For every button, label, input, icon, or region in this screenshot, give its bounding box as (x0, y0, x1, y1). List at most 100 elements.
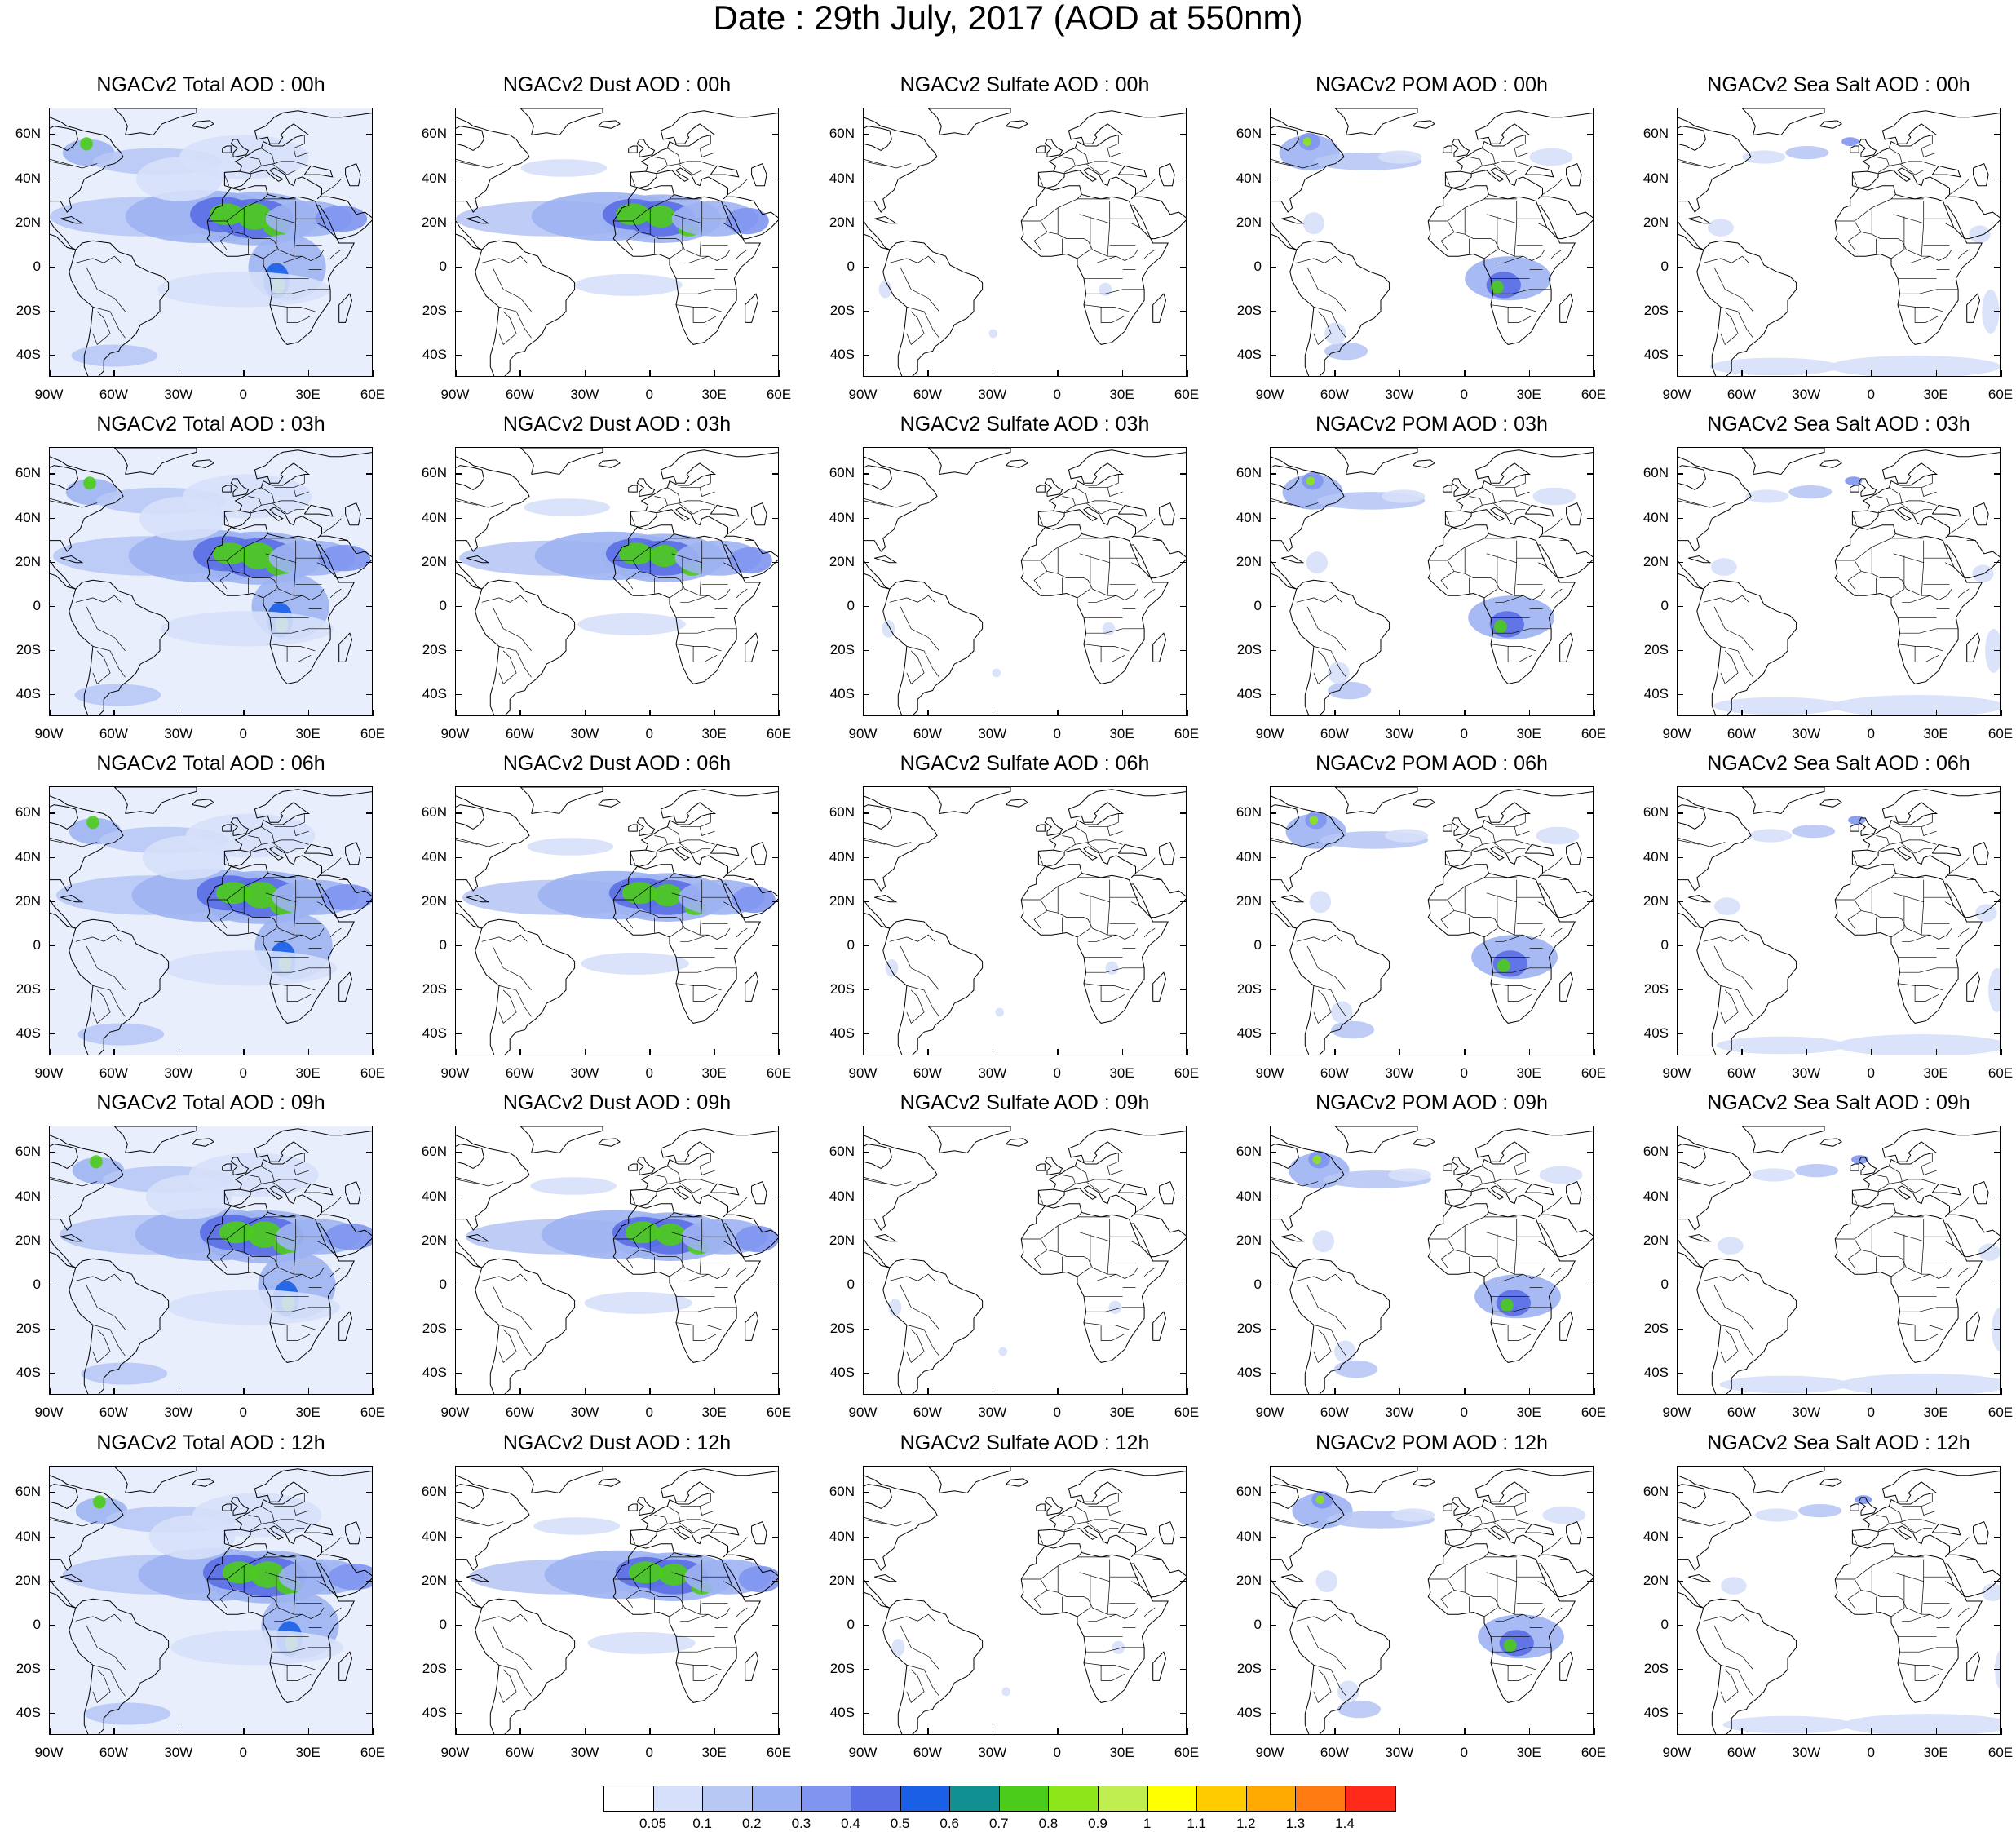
coastline (345, 162, 361, 187)
lon-tick-label: 60E (360, 1065, 386, 1081)
country-border (1033, 1590, 1048, 1609)
aod-contour (74, 684, 161, 706)
lon-tick-mark (779, 1049, 780, 1055)
coastline (1470, 167, 1543, 200)
country-border (906, 646, 939, 678)
lat-tick-label: 20S (15, 1320, 41, 1336)
lat-tick-mark (1180, 693, 1187, 696)
country-border (50, 1519, 72, 1524)
lat-tick-label: 40N (829, 1528, 855, 1544)
country-border (1542, 179, 1563, 195)
coastline (519, 448, 603, 476)
country-border (1447, 533, 1489, 561)
aod-contour (244, 882, 279, 909)
lat-tick-mark (1677, 517, 1683, 520)
coastline (1559, 1311, 1574, 1341)
aod-contour (1719, 1375, 1850, 1394)
country-border (1143, 249, 1156, 259)
lon-tick-mark (307, 1049, 310, 1055)
country-border (1271, 161, 1293, 166)
lon-tick-label: 30E (1109, 1405, 1134, 1420)
country-border (317, 1241, 326, 1246)
country-border (699, 562, 703, 596)
coastline (882, 1258, 984, 1394)
coastline (1271, 560, 1298, 590)
lat-tick-label: 40S (1236, 346, 1262, 362)
lat-tick-label: 0 (1253, 597, 1262, 613)
country-border (75, 1613, 122, 1622)
coastline (1973, 1520, 1989, 1545)
coastline (1834, 1543, 1983, 1703)
lat-tick-mark (1270, 649, 1276, 652)
lon-tick-label: 60E (1174, 387, 1200, 402)
lat-tick-mark (49, 1284, 55, 1286)
lat-tick-label: 20N (1642, 1572, 1669, 1588)
lon-tick-mark (1399, 1728, 1401, 1735)
country-border (1897, 644, 1943, 652)
lat-tick-mark (366, 517, 373, 520)
coastline (1858, 139, 1877, 157)
lat-tick-mark (366, 1624, 373, 1626)
country-border (1678, 1516, 1726, 1527)
lon-tick-label: 30W (164, 726, 193, 741)
country-border (1949, 1197, 1970, 1213)
country-border (219, 1590, 234, 1609)
lon-tick-label: 30E (701, 726, 727, 741)
coastline (1271, 1475, 1345, 1571)
lon-tick-mark (779, 370, 780, 377)
country-border (1271, 158, 1319, 169)
lat-tick-mark (1994, 1196, 2001, 1198)
lon-tick-label: 90W (440, 1405, 470, 1420)
lat-tick-label: 20N (829, 553, 855, 569)
lat-tick-mark (1587, 989, 1594, 991)
lat-tick-label: 60N (1642, 1144, 1669, 1160)
lat-tick-mark (863, 310, 869, 312)
country-border (1131, 1241, 1140, 1246)
lat-tick-mark (49, 1240, 55, 1242)
lat-tick-label: 20S (1643, 980, 1669, 997)
country-border (1306, 1625, 1346, 1670)
aod-contour (71, 344, 158, 367)
coastline (303, 504, 334, 517)
coastline (317, 1554, 372, 1598)
lat-tick-mark (1180, 1668, 1187, 1670)
country-border (630, 513, 636, 525)
country-border (92, 311, 111, 345)
coastline (1470, 507, 1543, 539)
lat-tick-label: 40S (829, 1024, 855, 1041)
map-panel: NGACv2 POM AOD : 03h 60N 40N 20N 0 20S 40S 90W 6… (1221, 408, 1642, 750)
lon-tick-mark (519, 710, 521, 716)
coastline (1036, 1503, 1046, 1511)
lat-tick-mark (1270, 989, 1276, 991)
lon-tick-label: 0 (645, 1065, 653, 1081)
lon-tick-mark (1464, 710, 1466, 716)
country-border (1678, 500, 1700, 506)
coastline (1862, 110, 2000, 172)
lat-tick-label: 0 (1660, 597, 1669, 613)
coastline (113, 787, 197, 815)
aod-contour (86, 816, 99, 830)
coastline (864, 1484, 892, 1509)
country-border (1507, 1528, 1526, 1533)
lon-tick-mark (455, 370, 457, 377)
panel-title: NGACv2 POM AOD : 12h (1315, 1432, 1548, 1454)
coastline (1819, 459, 1843, 468)
coastline (250, 167, 322, 200)
lat-tick-mark (1677, 856, 1683, 859)
map-panel: NGACv2 Sulfate AOD : 03h 60N 40N 20N 0 20S 40S… (814, 408, 1236, 750)
lat-tick-mark (863, 812, 869, 814)
lon-tick-label: 90W (1662, 1745, 1691, 1760)
country-border (272, 967, 331, 973)
country-border (1902, 148, 1937, 157)
coastline (630, 849, 657, 867)
coastline (864, 560, 891, 590)
country-border (1490, 1322, 1536, 1330)
lon-tick-label: 30E (1109, 1745, 1134, 1760)
lon-tick-label: 30E (1516, 1745, 1541, 1760)
coastline (1037, 510, 1065, 528)
coastline (1678, 456, 1752, 552)
coastline (1036, 145, 1046, 153)
map-area (455, 1466, 779, 1735)
coastline (1966, 293, 1981, 323)
lat-tick-label: 60N (421, 1484, 447, 1500)
